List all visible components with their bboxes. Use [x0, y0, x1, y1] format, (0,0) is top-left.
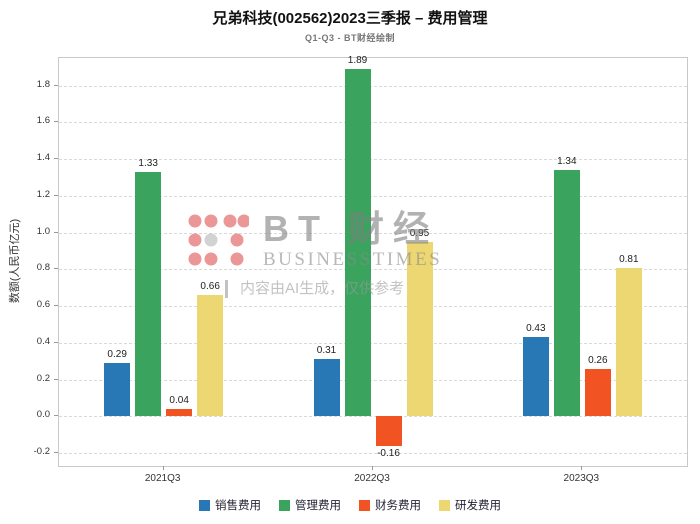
gridline — [59, 159, 687, 161]
bar-value-label: 0.31 — [316, 345, 337, 357]
y-tick-label: 1.6 — [36, 115, 50, 127]
y-tick-mark — [54, 341, 58, 343]
y-tick-label: 1.4 — [36, 152, 50, 164]
gridline — [59, 122, 687, 124]
x-tick-mark — [162, 466, 164, 470]
legend-item-销售费用: 销售费用 — [199, 497, 261, 513]
gridline — [59, 379, 687, 381]
bar-研发费用-2023Q3 — [615, 267, 642, 417]
legend-swatch-icon — [279, 499, 290, 511]
bar-销售费用-2021Q3 — [104, 363, 131, 417]
gridline — [59, 269, 687, 271]
gridline — [59, 306, 687, 308]
bar-管理费用-2022Q3 — [344, 69, 371, 417]
y-tick-mark — [54, 415, 58, 417]
y-tick-label: 0.2 — [36, 372, 50, 384]
bar-value-label: 1.89 — [347, 55, 368, 67]
bar-管理费用-2023Q3 — [553, 170, 580, 417]
chart-subtitle: Q1-Q3 - BT财经绘制 — [304, 33, 395, 43]
y-tick-mark — [54, 158, 58, 160]
x-tick-label: 2022Q3 — [354, 473, 390, 484]
y-tick-label: 0.8 — [36, 262, 50, 274]
bar-value-label: 0.04 — [169, 395, 189, 407]
legend-item-管理费用: 管理费用 — [279, 497, 341, 513]
legend: 销售费用 管理费用 财务费用 研发费用 — [0, 497, 700, 513]
bar-value-label: 0.26 — [588, 354, 608, 366]
y-tick-label: 1.2 — [36, 188, 50, 200]
x-tick-mark — [372, 466, 373, 470]
legend-swatch-icon — [199, 499, 210, 511]
legend-label: 财务费用 — [375, 500, 421, 512]
x-tick-mark — [581, 466, 583, 470]
bar-value-label: 0.81 — [619, 253, 639, 265]
y-tick-label: -0.2 — [33, 446, 50, 458]
bar-研发费用-2022Q3 — [406, 241, 433, 417]
y-tick-label: 0.4 — [36, 335, 50, 347]
bar-value-label: 0.66 — [200, 281, 220, 293]
bar-value-label: -0.16 — [377, 447, 400, 459]
gridline — [59, 416, 687, 418]
y-tick-label: 0.0 — [36, 409, 50, 421]
y-tick-mark — [54, 452, 58, 454]
y-tick-mark — [54, 305, 58, 307]
bar-value-label: 1.34 — [557, 156, 577, 168]
y-tick-mark — [54, 378, 58, 380]
x-tick-label: 2021Q3 — [144, 473, 181, 484]
plot-area: 0.29 1.33 0.04 0.66 0.31 1.89 -0.16 0.95 0.43 1.3… — [58, 55, 688, 467]
bar-value-label: 1.33 — [138, 157, 158, 169]
bar-管理费用-2021Q3 — [135, 171, 162, 417]
legend-item-财务费用: 财务费用 — [359, 497, 421, 513]
gridline — [59, 342, 687, 344]
bar-value-label: 0.29 — [107, 349, 127, 361]
gridline — [59, 232, 687, 234]
legend-label: 销售费用 — [215, 500, 261, 512]
bar-研发费用-2021Q3 — [197, 295, 224, 417]
y-tick-mark — [54, 231, 58, 233]
bar-财务费用-2022Q3 — [375, 416, 402, 446]
bar-财务费用-2021Q3 — [166, 409, 193, 417]
gridline — [59, 453, 687, 455]
y-tick-mark — [54, 121, 58, 123]
gridline — [59, 195, 687, 197]
bar-value-label: 0.95 — [409, 227, 430, 239]
chart-title: 兄弟科技(002562)2023三季报 – 费用管理 — [212, 10, 488, 27]
legend-swatch-icon — [439, 499, 450, 511]
legend-label: 管理费用 — [295, 500, 341, 512]
legend-swatch-icon — [359, 499, 370, 511]
legend-label: 研发费用 — [455, 500, 501, 512]
gridline — [59, 85, 687, 87]
x-tick-label: 2023Q3 — [563, 473, 600, 484]
bar-value-label: 0.43 — [526, 323, 546, 335]
bar-销售费用-2023Q3 — [522, 337, 549, 417]
y-tick-label: 0.6 — [36, 299, 50, 311]
y-tick-mark — [54, 194, 58, 196]
y-tick-label: 1.8 — [36, 78, 50, 90]
bar-财务费用-2023Q3 — [584, 368, 611, 417]
y-tick-mark — [54, 84, 58, 86]
legend-item-研发费用: 研发费用 — [439, 497, 501, 513]
y-tick-mark — [54, 268, 58, 270]
bar-销售费用-2022Q3 — [313, 359, 340, 417]
y-tick-label: 1.0 — [36, 225, 50, 237]
